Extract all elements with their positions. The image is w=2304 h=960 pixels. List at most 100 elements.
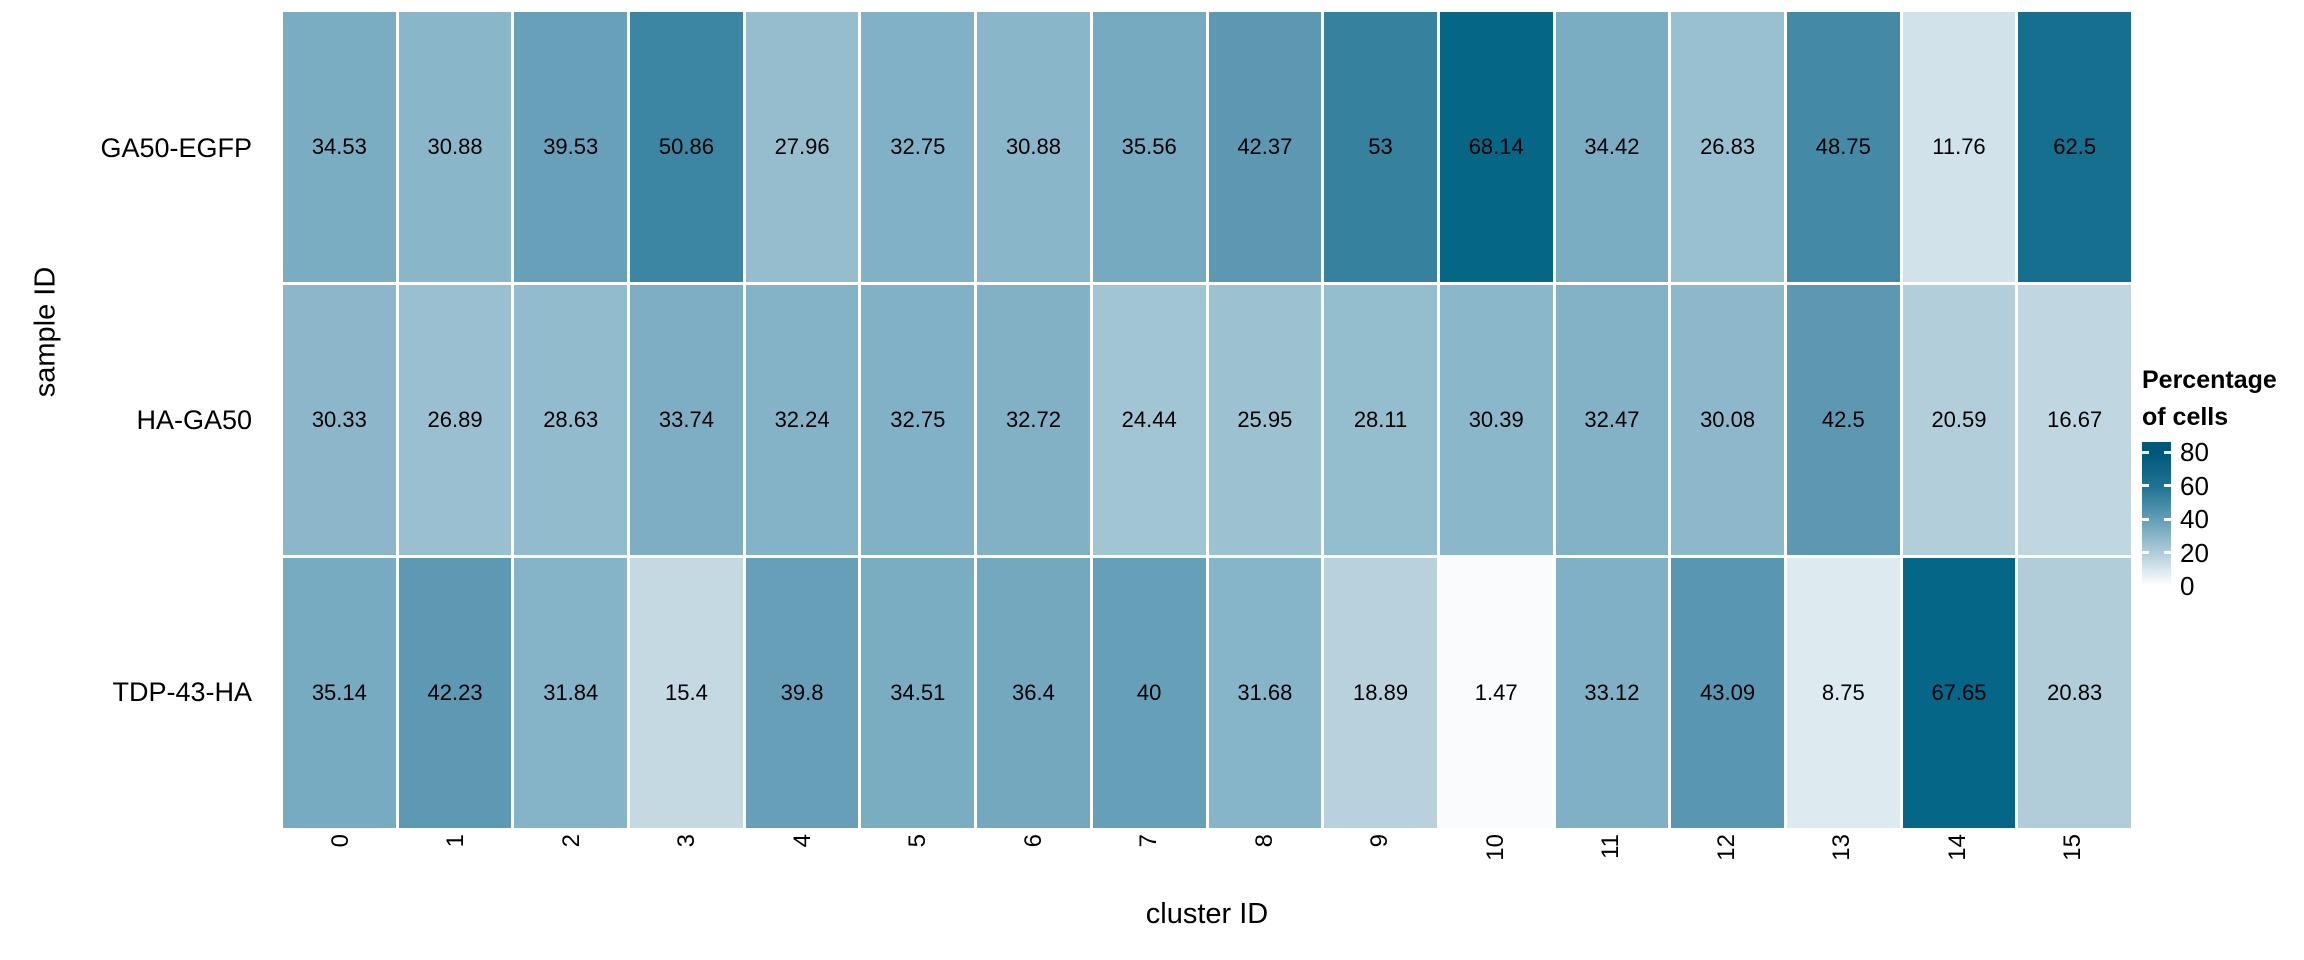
cell-value: 20.83 [2047,680,2103,705]
heatmap-grid: 34.53 30.88 39.53 50.86 27.96 32.75 30.88 35.56… [283,12,2131,828]
cell-value: 50.86 [658,134,714,159]
legend-colorbar [2142,442,2171,590]
heatmap-cell: 30.33 [283,285,396,555]
heatmap-cell: 32.72 [977,285,1090,555]
cell-value: 30.39 [1468,407,1524,432]
cell-value: 20.59 [1931,407,1987,432]
heatmap-cell: 33.74 [630,285,743,555]
heatmap-cell: 32.24 [745,285,859,555]
cell-value: 26.89 [427,407,483,432]
cell-value: 28.11 [1353,407,1408,432]
cell-value: 31.68 [1237,680,1293,705]
heatmap-cell: 39.53 [514,12,628,282]
legend-tick-mark [2142,450,2149,454]
heatmap-cell: 35.56 [1092,12,1206,282]
heatmap-cell: 50.86 [630,12,743,282]
cell-value: 32.75 [890,134,946,159]
legend-tick-mark [2142,517,2149,521]
cell-value: 34.53 [311,134,367,159]
x-tick-label: 12 [1712,834,1740,861]
cell-value: 40 [1136,680,1162,705]
legend-tick-label: 60 [2180,470,2209,501]
heatmap-cell: 31.84 [514,558,628,828]
cell-value: 35.56 [1121,134,1177,159]
cell-value: 30.88 [1005,134,1061,159]
x-tick-label: 2 [557,834,585,848]
x-tick-label: 1 [442,834,470,848]
cell-value: 25.95 [1237,407,1293,432]
cell-value: 42.5 [1821,407,1865,432]
cell-value: 16.67 [2047,407,2103,432]
row-label: HA-GA50 [136,404,252,435]
heatmap-cell: 34.53 [283,12,396,282]
cell-value: 15.4 [664,680,708,705]
heatmap-cell: 35.14 [283,558,396,828]
heatmap-cell: 26.83 [1671,12,1784,282]
heatmap-cell: 40 [1092,558,1206,828]
heatmap-cell: 68.14 [1439,12,1553,282]
cell-value: 62.5 [2053,134,2097,159]
heatmap-cell: 26.89 [398,285,512,555]
x-tick-label: 9 [1366,834,1394,848]
legend-tick-mark [2164,584,2171,588]
heatmap-cell: 42.23 [398,558,512,828]
row-label: GA50-EGFP [100,132,252,163]
heatmap-cell: 27.96 [745,12,859,282]
cell-value: 27.96 [774,134,830,159]
cell-value: 33.74 [658,407,714,432]
cell-value: 39.8 [780,680,824,705]
x-tick-label: 3 [673,834,701,848]
heatmap-cell: 42.5 [1786,285,1900,555]
legend-tick-label: 40 [2180,504,2209,534]
heatmap-cell: 28.11 [1324,285,1437,555]
heatmap-cell: 36.4 [977,558,1090,828]
heatmap-cell: 1.47 [1439,558,1553,828]
cell-value: 32.72 [1005,407,1061,432]
cell-value: 30.88 [427,134,483,159]
cell-value: 18.89 [1353,680,1409,705]
legend-tick-mark [2164,484,2171,487]
heatmap-cell: 25.95 [1208,285,1322,555]
heatmap-cell: 33.12 [1555,558,1669,828]
cell-value: 30.33 [311,407,367,432]
heatmap-cell: 24.44 [1092,285,1206,555]
heatmap-cell: 42.37 [1208,12,1322,282]
heatmap-cell: 43.09 [1671,558,1784,828]
cell-value: 33.12 [1584,680,1640,705]
x-tick-label: 4 [788,834,816,848]
cell-value: 36.4 [1012,680,1055,705]
cell-value: 39.53 [543,134,599,159]
cell-value: 42.37 [1237,134,1293,159]
heatmap-cell: 20.83 [2018,558,2131,828]
heatmap-cell: 28.63 [514,285,628,555]
x-tick-label: 8 [1250,834,1278,848]
heatmap-cell: 20.59 [1902,285,2016,555]
cell-value: 34.51 [890,680,946,705]
heatmap-cell: 32.75 [861,285,975,555]
heatmap-cell: 34.51 [861,558,975,828]
heatmap-cell: 30.08 [1671,285,1784,555]
cell-value: 11.76 [1932,134,1986,159]
cell-value: 32.47 [1584,407,1640,432]
heatmap-cell: 62.5 [2018,12,2131,282]
cell-value: 1.47 [1474,680,1518,705]
x-tick-label: 14 [1943,834,1971,861]
x-tick-label: 6 [1019,834,1047,848]
legend-body: 80 60 40 20 0 [2142,439,2304,602]
row-label: TDP-43-HA [112,676,252,707]
heatmap-cell: 34.42 [1555,12,1669,282]
cell-value: 53 [1368,134,1393,159]
heatmap-cell: 15.4 [630,558,743,828]
cell-value: 8.75 [1821,680,1865,705]
cell-value: 31.84 [543,680,599,705]
legend-tick-mark [2142,584,2149,588]
cell-value: 68.14 [1468,134,1524,159]
heatmap-cell: 39.8 [745,558,859,828]
x-tick-label: 15 [2059,834,2087,861]
x-tick-label: 5 [904,834,932,848]
heatmap-cell: 53 [1324,12,1437,282]
heatmap-cell: 32.75 [861,12,975,282]
legend-title-line-1: Percentage [2142,366,2277,394]
cell-value: 35.14 [311,680,367,705]
legend-tick-label: 20 [2180,537,2209,568]
